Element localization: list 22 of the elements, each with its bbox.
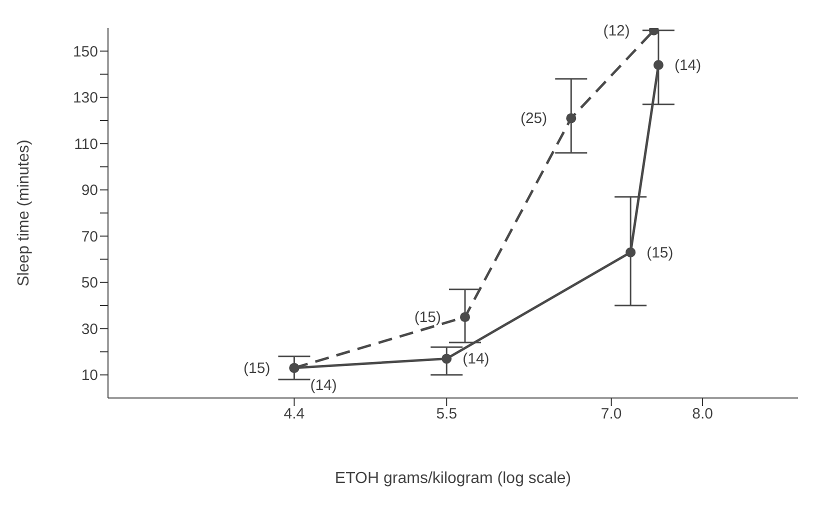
y-tick-label: 150: [72, 43, 98, 60]
x-tick-label: 8.0: [692, 406, 713, 423]
y-tick-label: 130: [72, 90, 98, 107]
y-tick-label: 50: [81, 274, 98, 292]
y-tick-label: 70: [81, 228, 98, 246]
annotation: (14): [310, 376, 337, 394]
annotation: (14): [462, 350, 490, 368]
annotation: (25): [520, 110, 548, 128]
annotation: (12): [603, 22, 630, 40]
x-tick-label: 7.0: [600, 406, 622, 423]
y-tick-label: 30: [81, 320, 98, 338]
annotation: (14): [674, 57, 702, 74]
annotation: (15): [244, 360, 270, 377]
x-axis-title: ETOH grams/kilogram (log scale): [334, 470, 572, 487]
annotation: (15): [646, 244, 674, 262]
x-tick-label: 5.5: [436, 406, 458, 423]
y-tick-label: 10: [81, 367, 98, 384]
y-tick-label: 90: [81, 182, 98, 200]
annotation: (15): [414, 309, 442, 326]
y-tick-label: 110: [74, 136, 98, 153]
x-tick-label: 4.4: [284, 406, 305, 423]
y-axis-title: Sleep time (minutes): [16, 140, 33, 286]
